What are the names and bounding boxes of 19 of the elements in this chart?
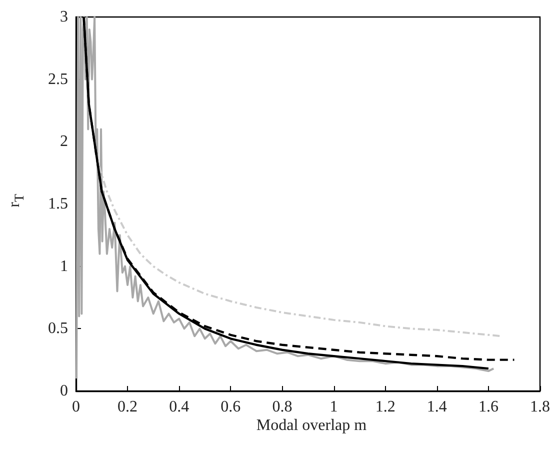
y-tick-label: 2.5 (48, 70, 68, 88)
x-tick-label: 1.6 (478, 398, 498, 416)
x-axis-title: Modal overlap m (255, 417, 368, 435)
x-tick-label: 0.4 (169, 398, 190, 416)
x-tick-label: 1.2 (375, 398, 396, 416)
y-tick-label: 0.5 (48, 320, 68, 338)
y-tick-label: 2 (60, 133, 68, 150)
y-tick-label: 0 (60, 382, 68, 400)
x-tick-label: 1.4 (426, 398, 447, 416)
x-tick-label: 0 (72, 398, 80, 416)
x-tick-label: 1.8 (530, 398, 550, 416)
x-tick-label: 0.8 (272, 398, 292, 416)
y-tick-label: 1.5 (48, 196, 68, 212)
line-series (98, 166, 502, 338)
x-tick-label: 1 (330, 398, 338, 416)
y-tick-label: 1 (60, 258, 68, 275)
x-tick-label: 0.6 (220, 398, 241, 416)
y-tick-label: 3 (60, 8, 68, 26)
x-tick-label: 0.2 (118, 398, 138, 416)
